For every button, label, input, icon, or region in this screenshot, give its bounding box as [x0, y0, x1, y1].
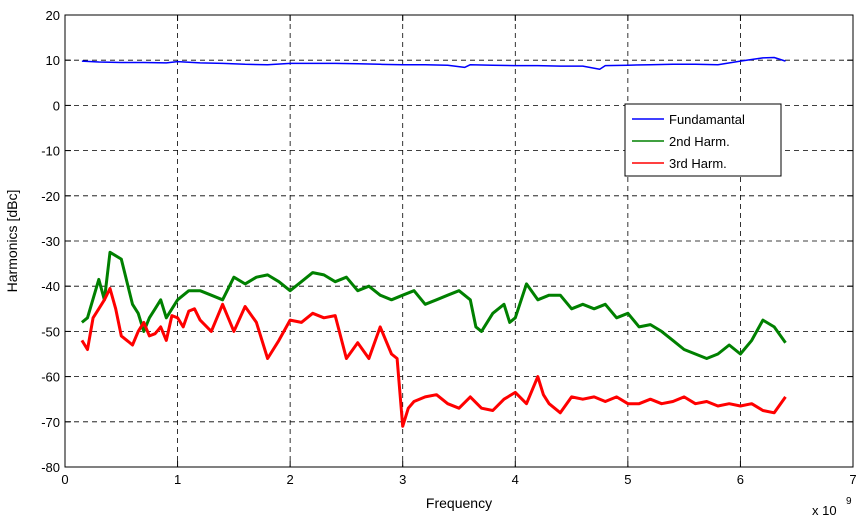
y-tick-label: -50 [41, 324, 60, 339]
x-tick-label: 1 [174, 472, 181, 487]
y-tick-label: 10 [46, 53, 60, 68]
legend: Fundamantal 2nd Harm. 3rd Harm. [624, 103, 782, 177]
series-lines [80, 56, 787, 428]
y-tick-label: -30 [41, 234, 60, 249]
legend-box [624, 103, 782, 177]
legend-label-3: 3rd Harm. [669, 156, 727, 171]
series-line-2 [80, 250, 787, 360]
y-tick-label: 0 [53, 98, 60, 113]
x-tick-label: 5 [624, 472, 631, 487]
y-tick-label: -80 [41, 460, 60, 475]
y-tick-label: -60 [41, 370, 60, 385]
y-tick-label: -10 [41, 144, 60, 159]
y-tick-label: -40 [41, 279, 60, 294]
x-axis-label: Frequency [426, 495, 492, 511]
legend-label-1: Fundamantal [669, 112, 745, 127]
y-tick-label: -20 [41, 189, 60, 204]
series-line-1 [81, 56, 786, 70]
x-axis-scale-label: x 10 [812, 503, 837, 518]
y-tick-label: -70 [41, 415, 60, 430]
legend-label-2: 2nd Harm. [669, 134, 730, 149]
series-line-3 [80, 287, 787, 428]
x-tick-label: 3 [399, 472, 406, 487]
x-tick-label: 7 [849, 472, 856, 487]
x-axis-scale-exponent: 9 [846, 496, 852, 507]
axis-ticks: 0 1 2 3 4 5 6 7 -80 -70 -60 -50 -40 -30 -20 -10 0 10 20 [41, 8, 856, 487]
grid-lines [65, 15, 853, 467]
x-tick-label: 0 [61, 472, 68, 487]
x-tick-label: 2 [287, 472, 294, 487]
y-tick-label: 20 [46, 8, 60, 23]
x-tick-label: 4 [512, 472, 519, 487]
y-axis-label: Harmonics [dBc] [4, 190, 20, 293]
x-tick-label: 6 [737, 472, 744, 487]
